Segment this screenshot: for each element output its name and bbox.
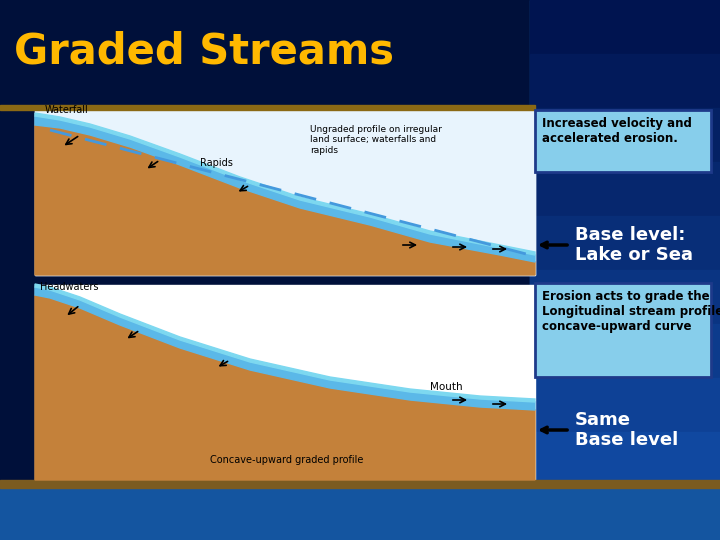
Text: Concave-upward graded profile: Concave-upward graded profile bbox=[210, 455, 364, 465]
Bar bbox=[530, 270, 720, 324]
Bar bbox=[530, 324, 720, 378]
Text: Headwaters: Headwaters bbox=[40, 282, 99, 292]
Polygon shape bbox=[35, 113, 535, 255]
Bar bbox=[530, 0, 720, 540]
FancyBboxPatch shape bbox=[535, 283, 711, 377]
Bar bbox=[530, 216, 720, 270]
Text: Waterfall: Waterfall bbox=[45, 105, 89, 115]
Text: Ungraded profile on irregular
land surface; waterfalls and
rapids: Ungraded profile on irregular land surfa… bbox=[310, 125, 442, 155]
Bar bbox=[0, 480, 720, 488]
Polygon shape bbox=[35, 284, 535, 402]
Text: Erosion acts to grade the
Longitudinal stream profile to
concave-upward curve: Erosion acts to grade the Longitudinal s… bbox=[542, 290, 720, 333]
Bar bbox=[530, 378, 720, 432]
Polygon shape bbox=[35, 125, 535, 275]
Text: Rapids: Rapids bbox=[200, 158, 233, 168]
Text: Base level:
Lake or Sea: Base level: Lake or Sea bbox=[575, 226, 693, 265]
Bar bbox=[530, 486, 720, 540]
Bar bbox=[530, 162, 720, 216]
Text: Graded Streams: Graded Streams bbox=[14, 30, 394, 72]
Bar bbox=[35, 285, 535, 480]
Bar bbox=[0, 485, 720, 540]
Polygon shape bbox=[35, 116, 535, 262]
Bar bbox=[530, 108, 720, 162]
Bar bbox=[530, 54, 720, 108]
Bar bbox=[530, 0, 720, 54]
Bar bbox=[0, 105, 535, 110]
Polygon shape bbox=[35, 287, 535, 410]
FancyBboxPatch shape bbox=[535, 110, 711, 172]
Polygon shape bbox=[35, 295, 535, 480]
Text: Same
Base level: Same Base level bbox=[575, 410, 678, 449]
Text: Mouth: Mouth bbox=[430, 382, 463, 392]
Text: Increased velocity and
accelerated erosion.: Increased velocity and accelerated erosi… bbox=[542, 117, 692, 145]
Bar bbox=[530, 432, 720, 486]
Bar bbox=[35, 110, 535, 275]
Bar bbox=[35, 110, 535, 275]
